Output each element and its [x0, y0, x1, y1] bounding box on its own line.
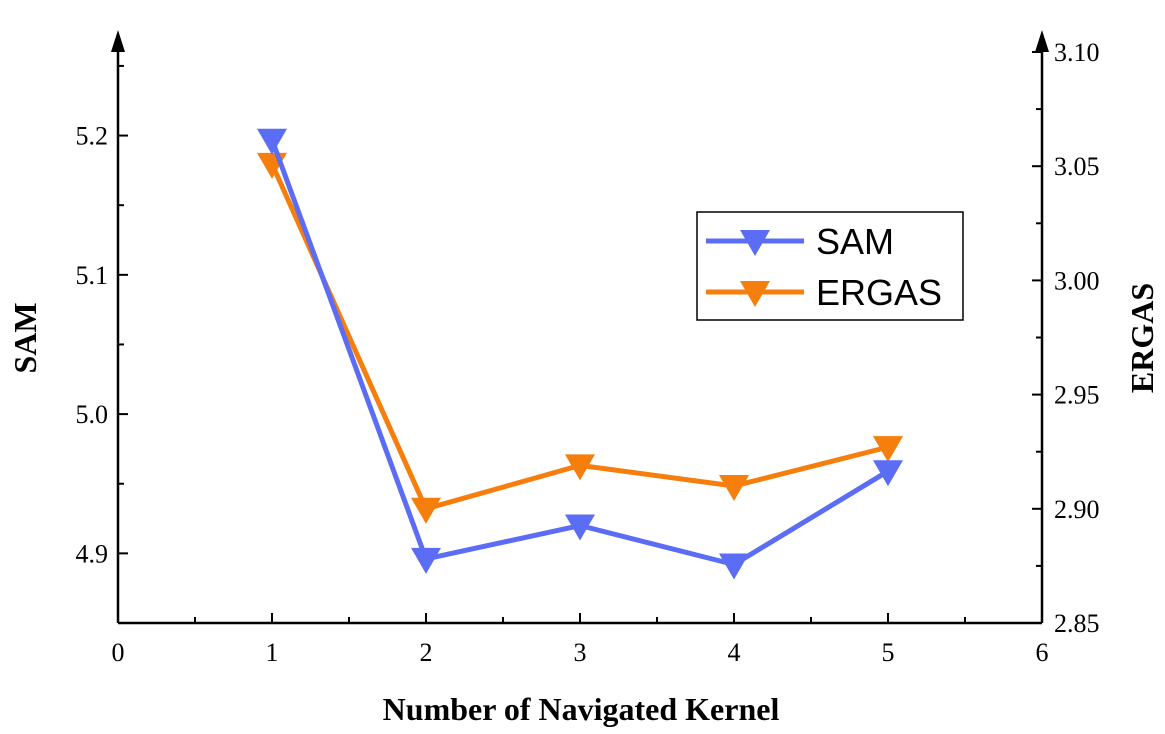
x-tick-label: 2: [420, 638, 433, 667]
x-tick-label: 5: [882, 638, 895, 667]
y-axis-left-arrow: [111, 30, 125, 52]
y-right-tick-label: 2.90: [1054, 495, 1100, 524]
y-left-tick-label: 5.2: [76, 122, 109, 151]
y-axis-left-title: SAM: [7, 302, 43, 373]
x-tick-label: 0: [112, 638, 125, 667]
y-right-tick-label: 2.85: [1054, 609, 1100, 638]
ticks: 0 1 2 3 4 5 6 4.9 5.0 5.1 5.2 2.85 2.90 2.95 3.00 3.05 3…: [76, 38, 1100, 667]
legend-sam-label: SAM: [816, 221, 894, 262]
y-axis-right-arrow: [1035, 30, 1049, 52]
data-point-ergas: [565, 454, 595, 481]
x-axis-title: Number of Navigated Kernel: [383, 691, 780, 727]
y-right-tick-label: 3.00: [1054, 266, 1100, 295]
data-point-sam: [411, 547, 441, 574]
y-right-tick-label: 3.10: [1054, 38, 1100, 67]
legend-sam-marker: [740, 230, 770, 256]
x-tick-label: 4: [728, 638, 741, 667]
x-tick-label: 6: [1036, 638, 1049, 667]
data-point-sam: [565, 514, 595, 541]
series-layer: [257, 128, 903, 580]
data-point-sam: [257, 128, 287, 155]
series-line-sam: [269, 138, 890, 568]
data-point-ergas: [411, 497, 441, 524]
data-point-ergas: [719, 474, 749, 501]
data-point-ergas: [873, 436, 903, 463]
data-point-sam: [873, 460, 903, 487]
legend-ergas-label: ERGAS: [816, 272, 942, 313]
x-tick-label: 1: [266, 638, 279, 667]
legend: SAM ERGAS: [696, 211, 964, 321]
data-point-sam: [719, 553, 749, 580]
y-left-tick-label: 5.1: [76, 261, 109, 290]
x-tick-label: 3: [574, 638, 587, 667]
y-left-tick-label: 4.9: [76, 539, 109, 568]
y-axis-right-title: ERGAS: [1124, 283, 1160, 393]
legend-ergas-marker: [740, 281, 770, 307]
y-right-tick-label: 2.95: [1054, 381, 1100, 410]
y-left-tick-label: 5.0: [76, 400, 109, 429]
y-right-tick-label: 3.05: [1054, 152, 1100, 181]
